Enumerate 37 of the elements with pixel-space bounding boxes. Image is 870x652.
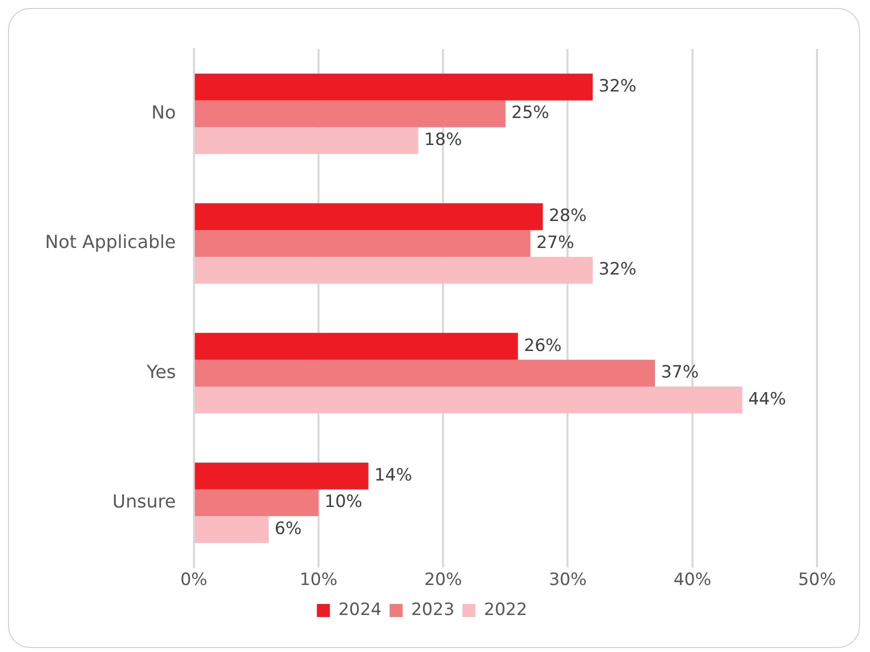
data-label: 26% [524,336,562,356]
data-label: 10% [324,492,362,512]
x-tick-label: 50% [798,570,836,590]
bar [194,489,318,516]
data-label: 14% [374,465,412,486]
data-label: 6% [274,518,302,539]
x-tick-label: 0% [180,570,208,590]
data-label: 32% [598,76,636,96]
bar [194,230,530,257]
data-label: 44% [748,389,786,410]
bar [194,74,593,100]
bar [194,100,506,128]
legend-label: 2024 [338,600,382,620]
legend-label: 2023 [411,600,454,620]
bar [194,127,418,154]
x-tick-label: 30% [548,570,587,590]
bar [194,332,518,360]
bar [194,462,368,490]
legend-label: 2022 [484,600,528,620]
bar [194,360,655,387]
x-tick-label: 20% [424,570,462,590]
y-tick-label: Unsure [112,491,176,512]
y-tick-label: No [151,102,176,124]
bar [194,256,593,284]
data-label: 32% [598,260,636,280]
y-tick-label: Not Applicable [44,232,176,254]
x-tick-label: 40% [673,570,712,590]
bar [194,203,543,230]
data-label: 27% [536,232,574,253]
bar [194,516,269,543]
data-label: 25% [511,103,550,124]
bar [194,386,742,414]
data-label: 28% [548,206,587,226]
data-label: 37% [660,362,699,383]
y-tick-label: Yes [146,362,176,383]
data-label: 18% [424,130,462,150]
x-tick-label: 10% [300,570,338,590]
